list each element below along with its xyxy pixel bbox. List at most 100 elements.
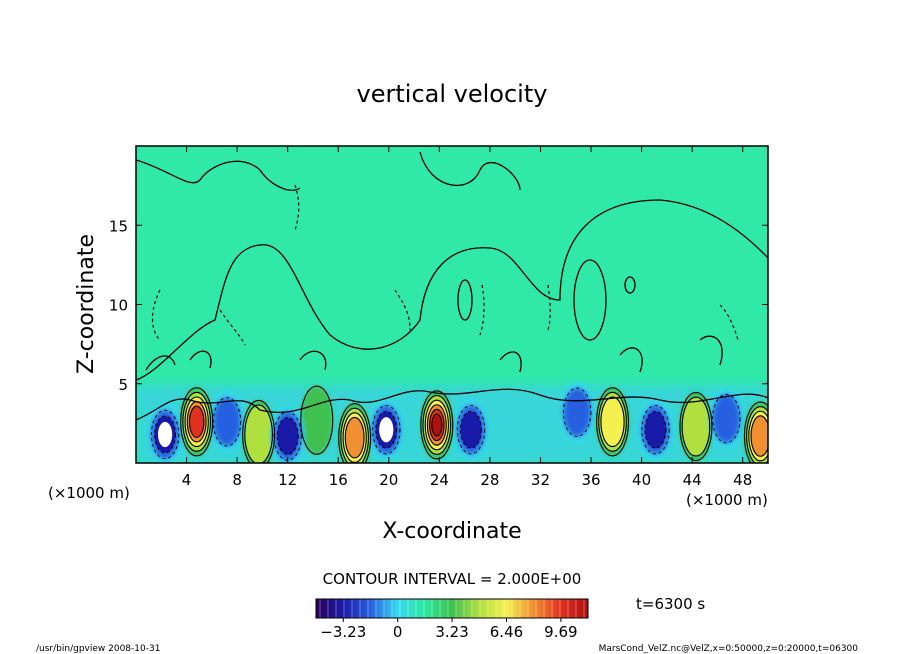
x-tick-label: 4 — [182, 471, 192, 489]
y-axis-label: Z-coordinate — [74, 234, 99, 374]
updraft-contour — [422, 395, 452, 455]
colorbar-tick-label: 6.46 — [490, 623, 523, 641]
updraft-contour — [186, 401, 207, 443]
downdraft-contour — [644, 410, 667, 449]
downdraft-contour — [154, 415, 176, 454]
x-axis: 4 8 12 16 20 24 28 32 36 40 44 48 — [182, 146, 752, 489]
updraft-cell — [682, 397, 710, 456]
x-tick-label: 20 — [379, 471, 398, 489]
plot-area — [135, 145, 769, 464]
downdraft-contour — [712, 393, 741, 444]
colorbar-gradient — [316, 599, 588, 618]
updraft-cell — [431, 413, 442, 436]
updraft-contour — [424, 399, 449, 451]
downdraft-contour — [212, 397, 242, 447]
updraft-contour — [184, 396, 209, 448]
updraft-contour — [600, 396, 625, 448]
updraft-contour — [188, 405, 205, 438]
contour-line — [624, 276, 636, 294]
footer-program: /usr/bin/gpview 2008-10-31 — [36, 644, 160, 654]
updraft-contour — [595, 387, 630, 457]
colorbar-ticks: −3.23 0 3.23 6.46 9.69 — [320, 618, 578, 641]
y-tick-label: 15 — [109, 217, 128, 235]
downdraft-contour — [641, 405, 670, 455]
contour-lines — [136, 151, 768, 421]
updraft-contour — [743, 401, 768, 463]
x-tick-label: 16 — [329, 471, 348, 489]
colorbar: −3.23 0 3.23 6.46 9.69 — [315, 598, 589, 641]
updraft-contour — [431, 413, 443, 437]
negative-contours — [151, 184, 739, 346]
updraft-contour — [420, 390, 454, 460]
updraft-contour — [429, 408, 445, 442]
downdraft-cell — [460, 411, 482, 449]
x-tick-label: 24 — [430, 471, 449, 489]
contour-line — [573, 259, 607, 341]
updraft-contour — [679, 391, 713, 462]
updraft-contour — [426, 404, 447, 446]
contour-line — [219, 309, 246, 346]
downdraft-cell — [213, 397, 241, 446]
time-label: t=6300 s — [636, 595, 705, 613]
x-tick-label: 32 — [531, 471, 550, 489]
updraft-contour — [300, 385, 334, 455]
updraft-cell — [244, 405, 273, 463]
contour-line — [419, 151, 521, 191]
downdraft-contour — [372, 405, 401, 455]
downdraft-contour — [150, 409, 180, 460]
x-tick-label: 36 — [581, 471, 600, 489]
updraft-contour — [750, 415, 768, 457]
downdraft-contour — [460, 410, 482, 449]
contour-interval-label: CONTOUR INTERVAL = 2.000E+00 — [323, 570, 582, 588]
contour-line — [136, 159, 301, 191]
contour-line — [151, 289, 161, 341]
updraft-cell — [751, 415, 768, 457]
contour-line — [457, 279, 473, 321]
footer-source: MarsCond_VelZ.nc@VelZ,x=0:50000,z=0:2000… — [599, 644, 859, 654]
downdraft-contour — [456, 405, 486, 455]
colorbar-tick-label: 3.23 — [435, 623, 468, 641]
chart-title: vertical velocity — [357, 80, 548, 108]
contour-line — [136, 199, 768, 381]
colorbar-tick-label: 0 — [393, 623, 403, 641]
updraft-contour — [242, 399, 276, 463]
downdraft-cell — [157, 421, 173, 448]
y-tick-label: 5 — [118, 376, 128, 394]
colorbar-stripes — [319, 599, 585, 618]
contour-line — [136, 388, 768, 421]
y-tick-label: 10 — [109, 297, 128, 315]
updraft-cell — [600, 396, 625, 447]
x-tick-label: 28 — [480, 471, 499, 489]
y-axis: 5 10 15 — [109, 217, 768, 394]
downdraft-contour — [375, 410, 398, 449]
updraft-contour — [340, 407, 370, 463]
downdraft-cell — [712, 394, 740, 443]
convective-cells — [148, 382, 768, 463]
x-tick-label: 48 — [733, 471, 752, 489]
x-tick-label: 40 — [632, 471, 651, 489]
updraft-contour — [746, 406, 768, 463]
x-unit-right: (×1000 m) — [686, 491, 768, 509]
updraft-contour — [180, 387, 214, 457]
x-tick-label: 8 — [232, 471, 242, 489]
x-axis-label: X-coordinate — [382, 519, 521, 544]
updraft-contour — [681, 396, 711, 457]
downdraft-cell — [379, 417, 394, 443]
downdraft-cell — [277, 417, 299, 455]
colorbar-tick-label: −3.23 — [320, 623, 366, 641]
updraft-contour — [598, 391, 627, 452]
contour-line — [479, 284, 485, 336]
colorbar-tick-label: 9.69 — [544, 623, 577, 641]
updraft-contour — [244, 404, 273, 463]
updraft-contour — [344, 416, 365, 459]
updraft-contour — [338, 403, 372, 463]
updraft-contour — [182, 391, 212, 452]
downdraft-contour — [276, 417, 299, 455]
downdraft-contour — [562, 387, 592, 437]
contour-line — [145, 335, 723, 373]
updraft-cell — [345, 417, 365, 458]
updraft-cell — [189, 406, 204, 438]
contour-line — [719, 304, 739, 341]
updraft-cell — [300, 386, 333, 455]
